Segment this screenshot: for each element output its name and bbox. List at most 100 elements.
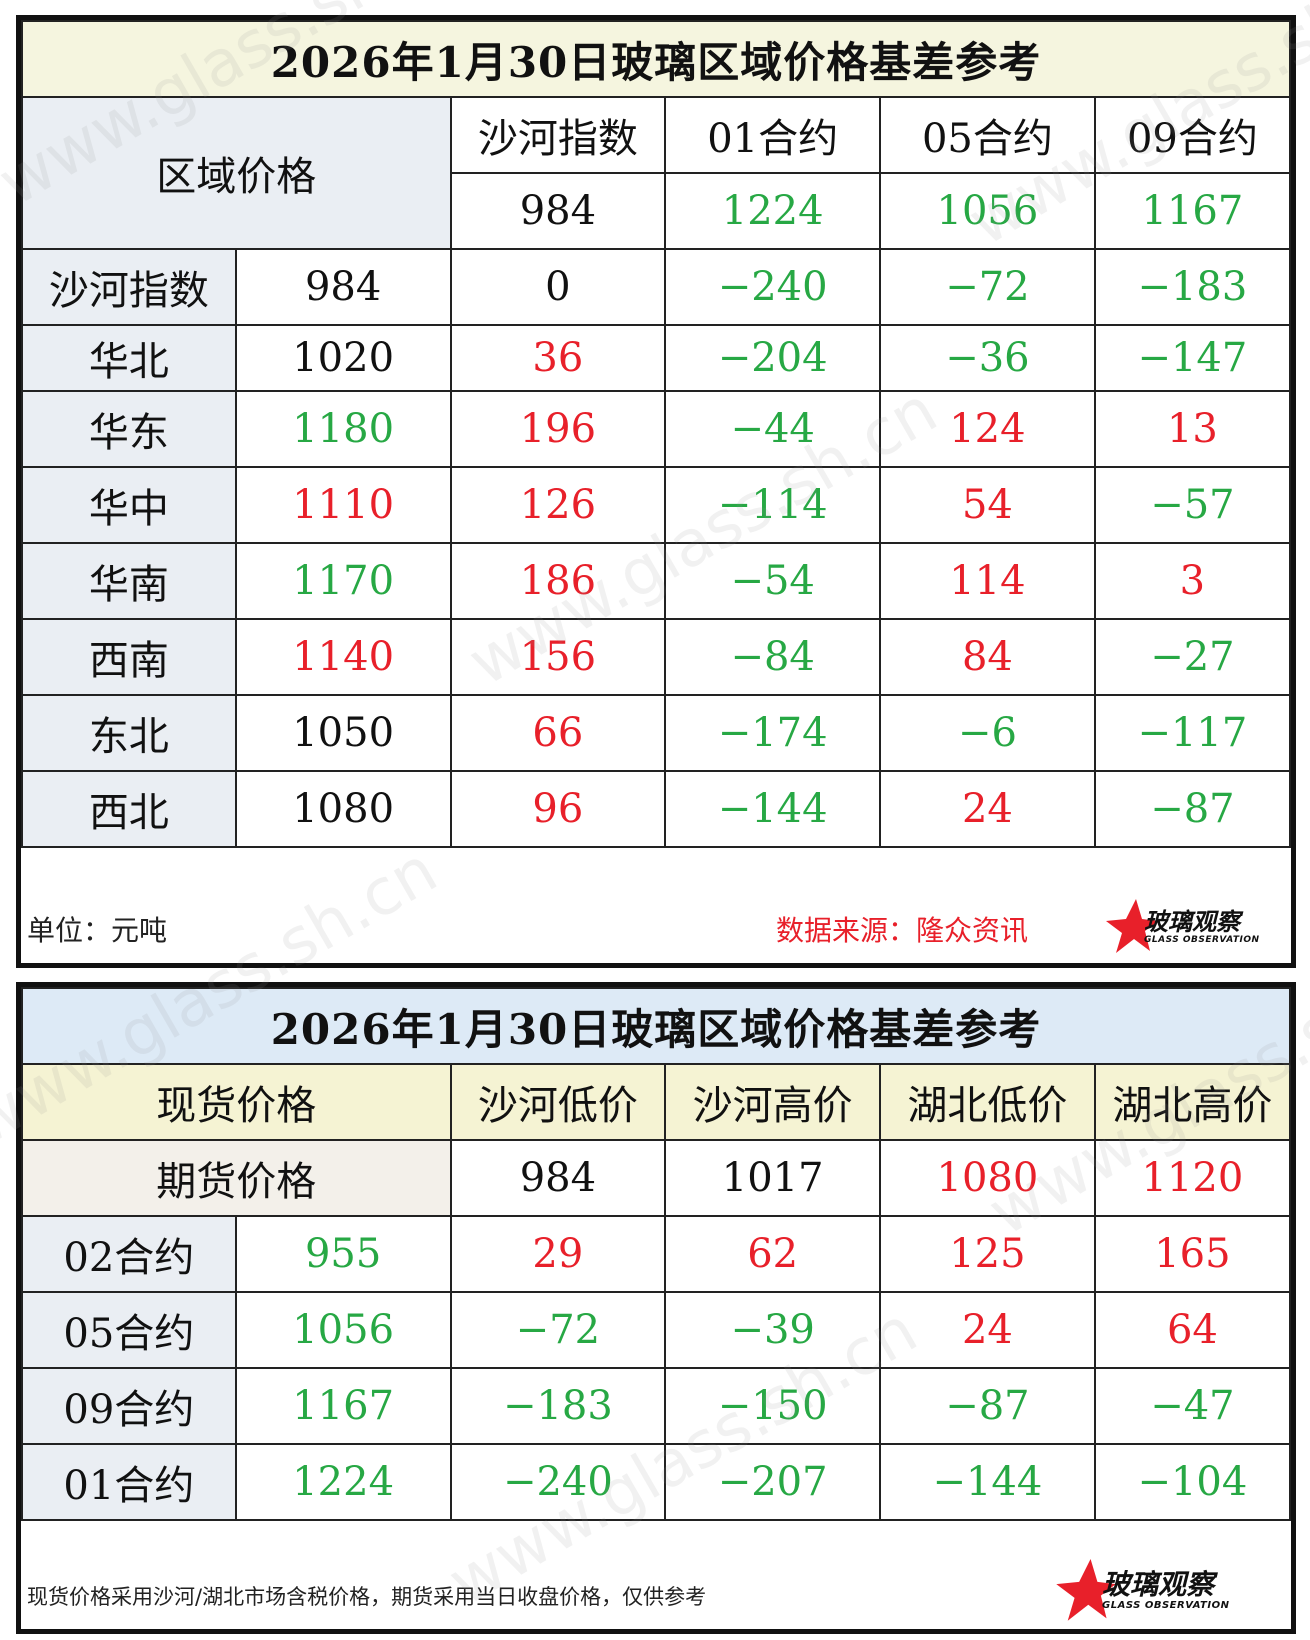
basis-cell: 62 [664, 1215, 882, 1293]
column-value: 1224 [664, 172, 882, 250]
basis-table-panel-regional: 2026年1月30日玻璃区域价格基差参考 区域价格 沙河指数 01合约 05合约… [16, 15, 1296, 968]
row-price: 1050 [234, 694, 452, 772]
glass-observation-logo: 玻璃观察 GLASS OBSERVATION [1106, 899, 1260, 955]
table-row: 东北 1050 66 −174 −6 −117 [21, 694, 1292, 772]
column-value: 1017 [664, 1139, 882, 1217]
column-header: 湖北低价 [879, 1063, 1096, 1141]
basis-cell: −27 [1093, 618, 1292, 696]
basis-cell: −39 [664, 1291, 882, 1369]
row-label: 沙河指数 [21, 248, 237, 326]
basis-cell: −240 [449, 1443, 667, 1521]
basis-cell: 196 [449, 390, 667, 468]
basis-cell: −147 [1093, 324, 1292, 392]
table-row: 华南 1170 186 −54 114 3 [21, 542, 1292, 620]
basis-cell: 96 [449, 770, 667, 848]
table-footer: 单位：元吨 数据来源：隆众资讯 玻璃观察 GLASS OBSERVATION [21, 891, 1291, 963]
basis-cell: −240 [664, 248, 882, 326]
basis-cell: −87 [1093, 770, 1292, 848]
column-value: 1080 [879, 1139, 1096, 1217]
basis-cell: 3 [1093, 542, 1292, 620]
basis-cell: 84 [879, 618, 1096, 696]
basis-table-panel-futures: 2026年1月30日玻璃区域价格基差参考 现货价格 沙河低价 沙河高价 湖北低价… [16, 982, 1296, 1634]
table-row: 09合约 1167 −183 −150 −87 −47 [21, 1367, 1292, 1445]
table-footer: 现货价格采用沙河/湖北市场含税价格，期货采用当日收盘价格，仅供参考 玻璃观察 G… [21, 1557, 1291, 1629]
row-label: 华北 [21, 324, 237, 392]
basis-cell: 156 [449, 618, 667, 696]
column-header: 沙河低价 [449, 1063, 667, 1141]
row-label: 华南 [21, 542, 237, 620]
column-value: 984 [449, 1139, 667, 1217]
regional-basis-table: 2026年1月30日玻璃区域价格基差参考 区域价格 沙河指数 01合约 05合约… [21, 20, 1292, 848]
basis-cell: 0 [449, 248, 667, 326]
basis-cell: −150 [664, 1367, 882, 1445]
basis-cell: −72 [449, 1291, 667, 1369]
basis-cell: 36 [449, 324, 667, 392]
basis-cell: −6 [879, 694, 1096, 772]
row-price: 1056 [234, 1291, 452, 1369]
basis-cell: 125 [879, 1215, 1096, 1293]
basis-cell: −144 [664, 770, 882, 848]
futures-rows: 02合约 955 29 62 125 165 05合约 1056 −72 −39 24 64 09合约 1… [21, 1215, 1292, 1521]
basis-cell: 165 [1093, 1215, 1292, 1293]
row-price: 1140 [234, 618, 452, 696]
row-label: 东北 [21, 694, 237, 772]
basis-cell: −207 [664, 1443, 882, 1521]
logo-text: 玻璃观察 [1144, 907, 1240, 936]
column-header: 05合约 [879, 96, 1096, 174]
basis-cell: −44 [664, 390, 882, 468]
basis-cell: −144 [879, 1443, 1096, 1521]
basis-cell: −183 [1093, 248, 1292, 326]
basis-cell: 24 [879, 770, 1096, 848]
table-row: 01合约 1224 −240 −207 −144 −104 [21, 1443, 1292, 1521]
column-value: 984 [449, 172, 667, 250]
column-header: 09合约 [1093, 96, 1292, 174]
column-value: 1120 [1093, 1139, 1292, 1217]
basis-cell: −72 [879, 248, 1096, 326]
column-value: 1167 [1093, 172, 1292, 250]
basis-cell: 29 [449, 1215, 667, 1293]
basis-cell: 114 [879, 542, 1096, 620]
table-row: 西南 1140 156 −84 84 −27 [21, 618, 1292, 696]
basis-cell: 24 [879, 1291, 1096, 1369]
basis-cell: 186 [449, 542, 667, 620]
column-header: 沙河指数 [449, 96, 667, 174]
row-label: 西北 [21, 770, 237, 848]
basis-cell: −117 [1093, 694, 1292, 772]
basis-cell: −54 [664, 542, 882, 620]
column-header: 湖北高价 [1093, 1063, 1292, 1141]
row-price: 1224 [234, 1443, 452, 1521]
basis-cell: 124 [879, 390, 1096, 468]
column-header: 01合约 [664, 96, 882, 174]
basis-cell: −183 [449, 1367, 667, 1445]
spot-price-label: 现货价格 [21, 1063, 452, 1141]
row-price: 984 [234, 248, 452, 326]
basis-cell: 64 [1093, 1291, 1292, 1369]
table-row: 华东 1180 196 −44 124 13 [21, 390, 1292, 468]
row-price: 1170 [234, 542, 452, 620]
basis-cell: 126 [449, 466, 667, 544]
basis-cell: −104 [1093, 1443, 1292, 1521]
row-price: 1110 [234, 466, 452, 544]
row-price: 1020 [234, 324, 452, 392]
table-row: 02合约 955 29 62 125 165 [21, 1215, 1292, 1293]
logo-subtext: GLASS OBSERVATION [1102, 1600, 1230, 1611]
logo-subtext: GLASS OBSERVATION [1144, 934, 1260, 945]
basis-cell: −36 [879, 324, 1096, 392]
source-note: 数据来源：隆众资讯 [776, 914, 1029, 947]
star-logo-icon [1106, 899, 1158, 953]
column-header: 沙河高价 [664, 1063, 882, 1141]
table-row: 05合约 1056 −72 −39 24 64 [21, 1291, 1292, 1369]
futures-basis-table: 2026年1月30日玻璃区域价格基差参考 现货价格 沙河低价 沙河高价 湖北低价… [21, 987, 1292, 1521]
table-title: 2026年1月30日玻璃区域价格基差参考 [21, 20, 1291, 98]
row-label: 09合约 [21, 1367, 237, 1445]
basis-cell: −84 [664, 618, 882, 696]
row-label: 西南 [21, 618, 237, 696]
row-label: 02合约 [21, 1215, 237, 1293]
row-price: 955 [234, 1215, 452, 1293]
basis-cell: −87 [879, 1367, 1096, 1445]
glass-observation-logo: 玻璃观察 GLASS OBSERVATION [1056, 1559, 1229, 1623]
row-label: 05合约 [21, 1291, 237, 1369]
row-price: 1180 [234, 390, 452, 468]
footnote: 现货价格采用沙河/湖北市场含税价格，期货采用当日收盘价格，仅供参考 [27, 1585, 707, 1609]
table-row: 华北 1020 36 −204 −36 −147 [21, 324, 1292, 392]
